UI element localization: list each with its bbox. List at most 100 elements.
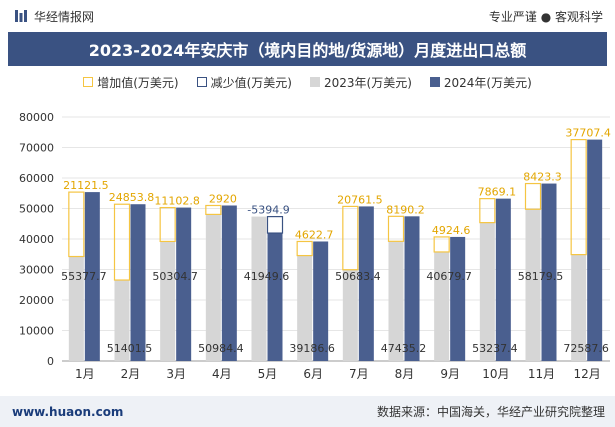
legend-swatch-2024	[429, 77, 440, 87]
bar-2024	[358, 206, 374, 361]
y-tick-label: 10000	[19, 325, 54, 338]
value-label-2024: 47435.2	[381, 342, 427, 355]
footer-source: 数据来源：中国海关，华经产业研究院整理	[376, 405, 605, 419]
change-label: 8190.2	[386, 203, 425, 216]
value-label-2024: 50304.7	[152, 270, 198, 283]
change-label: 11102.8	[154, 195, 200, 208]
bar-2024	[130, 204, 146, 361]
decrease-marker	[266, 215, 284, 234]
legend-label-decrease: 减少值(万美元)	[210, 75, 292, 90]
bar-2023	[571, 254, 587, 361]
value-label-2024: 72587.6	[563, 342, 609, 355]
change-label: 4622.7	[295, 228, 334, 241]
change-label: 4924.6	[432, 224, 471, 237]
brand-logo-icon	[15, 10, 27, 22]
value-label-2024: 58179.5	[518, 270, 564, 283]
increase-marker	[159, 206, 176, 243]
bar-2023	[68, 256, 84, 361]
y-tick-label: 0	[47, 355, 54, 368]
bar-2023	[479, 222, 495, 361]
y-tick-label: 50000	[19, 203, 54, 216]
bar-2023	[525, 209, 541, 361]
chart-legend: 增加值(万美元) 减少值(万美元) 2023年(万美元) 2024年(万美元)	[0, 71, 615, 93]
increase-marker	[387, 215, 405, 242]
chart-title: 2023-2024年安庆市（境内目的地/货源地）月度进出口总额	[88, 41, 527, 60]
bar-2024	[587, 139, 603, 361]
bar-2023	[114, 280, 130, 361]
legend-item-2024: 2024年(万美元)	[429, 74, 532, 91]
bar-2024	[450, 236, 466, 361]
x-tick-label: 5月	[258, 367, 278, 381]
change-label: 21121.5	[63, 179, 109, 192]
bar-2024	[541, 183, 557, 361]
bar-2023	[297, 255, 313, 361]
y-tick-label: 30000	[19, 264, 54, 277]
bar-2024	[84, 192, 100, 361]
value-label-2024: 41949.6	[244, 270, 290, 283]
x-tick-label: 9月	[440, 367, 460, 381]
bar-2023	[251, 216, 267, 361]
increase-marker	[113, 203, 131, 281]
x-tick-label: 12月	[574, 367, 601, 381]
tagline: 专业严谨 ● 客观科学	[488, 9, 603, 24]
increase-marker	[479, 198, 496, 224]
bar-2023	[342, 269, 358, 361]
x-tick-label: 6月	[303, 367, 323, 381]
change-label: -5394.9	[247, 204, 289, 217]
increase-marker	[296, 240, 313, 257]
bar-2024	[313, 241, 329, 361]
change-label: 8423.3	[523, 171, 562, 184]
legend-swatch-increase	[83, 77, 94, 87]
x-tick-label: 11月	[528, 367, 555, 381]
value-label-2024: 40679.7	[426, 270, 472, 283]
change-label: 7869.1	[478, 186, 517, 199]
chart-plot: 0 10000 20000 30000 40000 50000 60000 70000 8000…	[19, 111, 611, 381]
y-tick-label: 80000	[19, 111, 54, 124]
x-tick-label: 3月	[166, 367, 186, 381]
increase-marker	[433, 236, 450, 253]
legend-item-increase: 增加值(万美元)	[83, 74, 179, 91]
value-label-2024: 50683.4	[335, 270, 381, 283]
change-label: 37707.4	[565, 127, 611, 140]
x-tick-label: 7月	[349, 367, 369, 381]
bar-2024	[267, 233, 283, 361]
top-bar: 华经情报网 专业严谨 ● 客观科学	[0, 0, 615, 32]
value-label-2024: 39186.6	[289, 342, 335, 355]
increase-marker	[68, 191, 85, 258]
legend-item-2023: 2023年(万美元)	[309, 74, 412, 91]
bar-2024	[495, 198, 511, 361]
bar-2024	[404, 216, 420, 361]
y-tick-label: 40000	[19, 233, 54, 246]
y-tick-label: 20000	[19, 294, 54, 307]
increase-marker	[524, 182, 542, 210]
value-label-2024: 55377.7	[61, 270, 107, 283]
x-tick-label: 1月	[75, 367, 95, 381]
change-label: 2920	[209, 192, 237, 205]
y-tick-label: 70000	[19, 142, 54, 155]
increase-marker	[342, 205, 359, 271]
value-label-2024: 51401.5	[107, 342, 153, 355]
bar-2024	[176, 207, 192, 361]
x-tick-label: 4月	[212, 367, 232, 381]
x-tick-label: 8月	[395, 367, 415, 381]
increase-marker	[570, 139, 587, 256]
change-label: 24853.8	[109, 191, 155, 204]
bar-2023	[388, 241, 404, 361]
legend-label-increase: 增加值(万美元)	[97, 75, 179, 90]
footer-url[interactable]: www.huaon.com	[12, 404, 124, 419]
bar-2023	[205, 214, 221, 361]
brand[interactable]: 华经情报网	[14, 8, 94, 25]
bar-2023	[434, 251, 450, 361]
brand-name: 华经情报网	[34, 9, 95, 24]
legend-swatch-2023	[309, 77, 320, 87]
bar-2023	[160, 241, 176, 361]
x-tick-label: 2月	[121, 367, 141, 381]
legend-label-2023: 2023年(万美元)	[323, 75, 412, 90]
change-label: 20761.5	[337, 193, 383, 206]
legend-item-decrease: 减少值(万美元)	[196, 74, 292, 91]
footer: www.huaon.com 数据来源：中国海关，华经产业研究院整理	[0, 396, 615, 427]
legend-swatch-decrease	[196, 77, 207, 87]
x-tick-label: 10月	[482, 367, 509, 381]
chart-title-bar: 2023-2024年安庆市（境内目的地/货源地）月度进出口总额	[8, 32, 607, 66]
value-label-2024: 50984.4	[198, 342, 244, 355]
